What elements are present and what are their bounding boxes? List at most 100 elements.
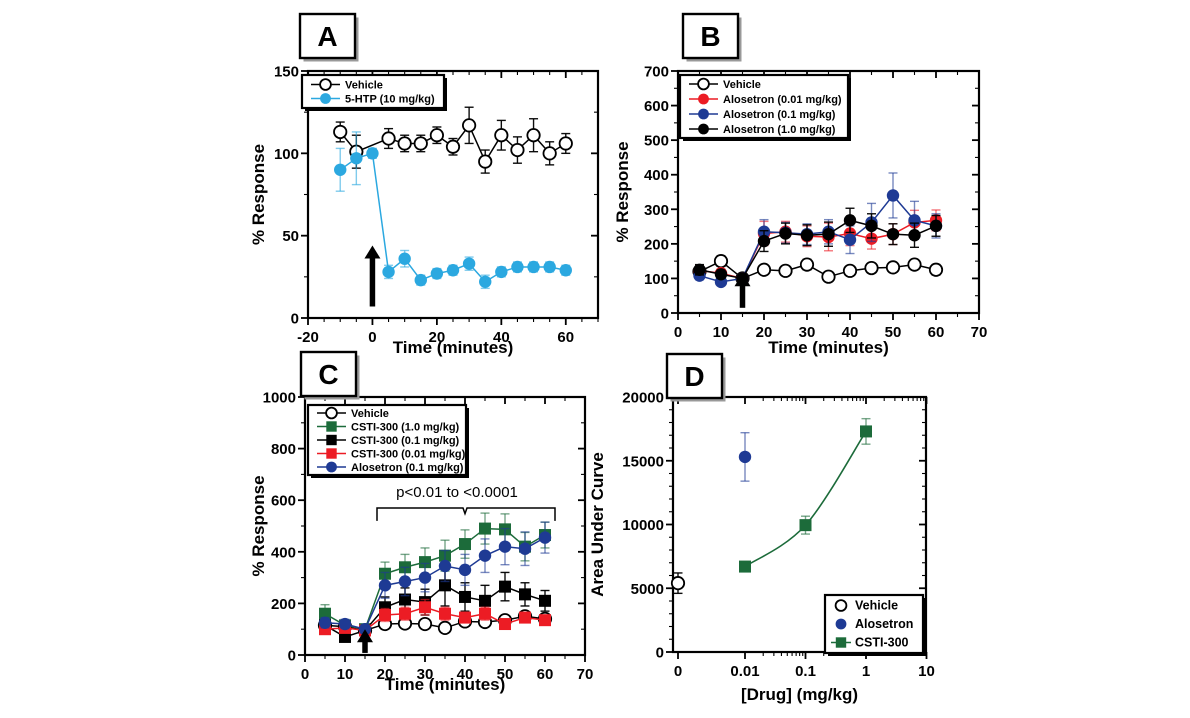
y-tick-label: 0 bbox=[661, 306, 669, 323]
x-tick-label: 0.1 bbox=[795, 663, 816, 680]
y-tick-label: 100 bbox=[644, 271, 669, 288]
x-tick-label: 40 bbox=[842, 324, 859, 341]
y-tick-label: 15000 bbox=[622, 453, 664, 470]
panel-b-chart: 0 10 20 30 40 50 60 700100200300400500600700Tim… bbox=[613, 12, 988, 357]
y-tick-label: 300 bbox=[644, 202, 669, 219]
legend-label: CSTI-300 (0.1 mg/kg) bbox=[351, 435, 460, 447]
y-tick-label: 10000 bbox=[622, 517, 664, 534]
y-tick-label: 150 bbox=[274, 64, 299, 81]
x-tick-label: 60 bbox=[557, 329, 574, 346]
y-axis-title: % Response bbox=[249, 144, 268, 245]
series-alosetron bbox=[738, 431, 752, 482]
y-tick-label: 400 bbox=[644, 167, 669, 184]
x-tick-label: 60 bbox=[928, 324, 945, 341]
series-csti-300 bbox=[739, 417, 872, 573]
series-5-htp-10-mg-kg bbox=[334, 131, 572, 290]
legend-label: Alosetron (0.1 mg/kg) bbox=[351, 462, 464, 474]
x-tick-label: 10 bbox=[918, 663, 935, 680]
legend-label: Alosetron (0.1 mg/kg) bbox=[723, 109, 836, 121]
y-tick-label: 0 bbox=[656, 645, 664, 662]
svg-text:D: D bbox=[684, 361, 704, 392]
legend-label: 5-HTP (10 mg/kg) bbox=[345, 94, 435, 106]
legend-label: Vehicle bbox=[345, 80, 383, 92]
legend-label: Alosetron (1.0 mg/kg) bbox=[723, 124, 836, 136]
x-axis-title: Time (minutes) bbox=[768, 338, 889, 357]
x-tick-label: 70 bbox=[971, 324, 988, 341]
panel-label: C bbox=[299, 350, 360, 400]
svg-text:C: C bbox=[318, 359, 338, 390]
x-axis-title: [Drug] (mg/kg) bbox=[741, 685, 858, 704]
panel-label: A bbox=[298, 12, 359, 62]
x-tick-label: 40 bbox=[457, 666, 474, 683]
series-alosetron-0-1-mg-kg bbox=[318, 521, 552, 636]
y-tick-label: 400 bbox=[271, 544, 296, 561]
x-tick-label: 1 bbox=[862, 663, 870, 680]
x-tick-label: 70 bbox=[577, 666, 594, 683]
y-tick-label: 100 bbox=[274, 146, 299, 163]
x-tick-label: 30 bbox=[799, 324, 816, 341]
y-tick-label: 800 bbox=[271, 441, 296, 458]
x-tick-label: 30 bbox=[417, 666, 434, 683]
axes: 0 10 20 30 40 50 60 70 0 200 400 600 800 1000 bbox=[263, 390, 594, 684]
legend: Vehicle Alosetron CSTI-300 bbox=[823, 593, 926, 656]
injection-arrow-icon bbox=[734, 273, 751, 308]
x-tick-label: 0 bbox=[674, 663, 682, 680]
y-axis-title: Area Under Curve bbox=[588, 452, 607, 597]
x-axis-title: Time (minutes) bbox=[385, 675, 506, 694]
y-tick-label: 5000 bbox=[631, 581, 664, 598]
legend-label: Alosetron bbox=[855, 617, 913, 631]
y-tick-label: 1000 bbox=[263, 390, 296, 407]
y-tick-label: 700 bbox=[644, 64, 669, 81]
y-axis-title: % Response bbox=[613, 141, 632, 242]
y-tick-label: 600 bbox=[644, 98, 669, 115]
x-tick-label: 20 bbox=[377, 666, 394, 683]
plot-frame bbox=[306, 69, 600, 320]
x-tick-label: 0 bbox=[674, 324, 682, 341]
panel-label: B bbox=[681, 12, 742, 62]
x-tick-label: 40 bbox=[493, 329, 510, 346]
x-tick-label: 0 bbox=[301, 666, 309, 683]
x-tick-label: 50 bbox=[497, 666, 514, 683]
x-tick-label: 0.01 bbox=[730, 663, 759, 680]
series-vehicle bbox=[692, 254, 944, 286]
legend-label: Vehicle bbox=[351, 408, 389, 420]
legend-label: Vehicle bbox=[723, 79, 761, 91]
y-tick-label: 50 bbox=[282, 228, 299, 245]
x-tick-label: 20 bbox=[429, 329, 446, 346]
legend-label: Alosetron (0.01 mg/kg) bbox=[723, 94, 842, 106]
panel-d-chart: 0 0.01 0.1 1 10 0 5000 10000 15000 20000 [Drug] (m… bbox=[588, 352, 935, 704]
x-tick-label: 0 bbox=[368, 329, 376, 346]
series-alosetron-1-0-mg-kg bbox=[693, 207, 943, 285]
x-tick-label: 10 bbox=[713, 324, 730, 341]
x-axis-title: Time (minutes) bbox=[393, 338, 514, 357]
x-tick-label: 20 bbox=[756, 324, 773, 341]
y-tick-label: 500 bbox=[644, 133, 669, 150]
legend-label: CSTI-300 (1.0 mg/kg) bbox=[351, 422, 460, 434]
legend-label: CSTI-300 (0.01 mg/kg) bbox=[351, 449, 466, 461]
legend-label: CSTI-300 bbox=[855, 636, 909, 650]
y-tick-label: 0 bbox=[288, 648, 296, 665]
x-tick-label: -20 bbox=[297, 329, 319, 346]
y-tick-label: 0 bbox=[291, 311, 299, 328]
panel-label: D bbox=[665, 352, 726, 402]
injection-arrow-icon bbox=[364, 245, 381, 307]
y-tick-label: 200 bbox=[644, 236, 669, 253]
svg-text:B: B bbox=[700, 21, 720, 52]
p-value-annotation: p<0.01 to <0.0001 bbox=[396, 484, 518, 501]
legend: Vehicle Alosetron (0.01 mg/kg) Alosetron (… bbox=[678, 73, 851, 141]
y-tick-label: 200 bbox=[271, 596, 296, 613]
x-tick-label: 10 bbox=[337, 666, 354, 683]
panel-c-chart: 0 10 20 30 40 50 60 70 0 200 400 600 800 1000 Time (mi… bbox=[249, 350, 594, 694]
x-tick-label: 60 bbox=[537, 666, 554, 683]
legend: Vehicle 5-HTP (10 mg/kg) bbox=[300, 73, 447, 111]
svg-text:A: A bbox=[317, 21, 337, 52]
significance-bracket: p<0.01 to <0.0001 bbox=[376, 484, 556, 521]
legend-label: Vehicle bbox=[855, 599, 898, 613]
y-tick-label: 20000 bbox=[622, 390, 664, 407]
y-tick-label: 600 bbox=[271, 493, 296, 510]
legend: Vehicle CSTI-300 (1.0 mg/kg)CSTI-300 (0.1… bbox=[306, 403, 469, 478]
injection-arrow-icon bbox=[357, 629, 373, 653]
series-vehicle bbox=[670, 572, 686, 595]
